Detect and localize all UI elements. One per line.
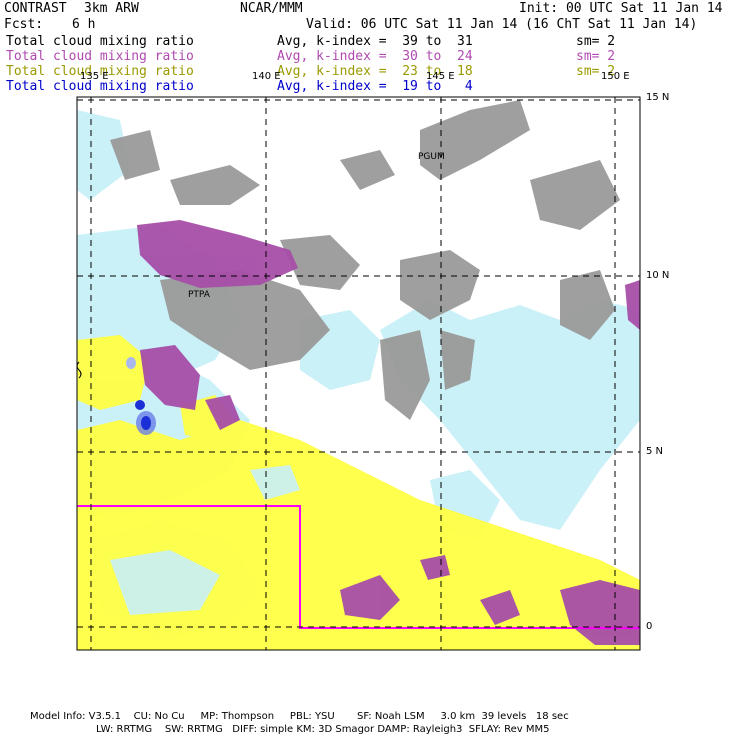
deep-core-layer xyxy=(126,357,156,435)
map-frame xyxy=(76,96,641,651)
legend-field-1: Total cloud mixing ratio xyxy=(6,34,194,49)
forecast-label: Fcst: xyxy=(4,17,44,32)
legend-kindex-3: Avg, k-index = 23 to 18 xyxy=(277,64,473,79)
legend-sm-2: sm= 2 xyxy=(576,49,616,64)
valid-time: Valid: 06 UTC Sat 11 Jan 14 (16 ChT Sat … xyxy=(306,17,698,32)
model-info-line-2: LW: RRTMG SW: RRTMG DIFF: simple KM: 3D … xyxy=(96,724,550,735)
lon-label-150e: 150 E xyxy=(601,71,630,82)
init-time: Init: 00 UTC Sat 11 Jan 14 xyxy=(519,1,723,16)
lon-label-145e: 145 E xyxy=(426,71,455,82)
lat-label-15n: 15 N xyxy=(646,92,670,103)
high-cloud-layer xyxy=(110,100,620,420)
graticule xyxy=(77,97,640,650)
legend-sm-3: sm= 2 xyxy=(576,64,616,79)
lon-label-135e: 135 E xyxy=(80,71,109,82)
legend-kindex-4: Avg, k-index = 19 to 4 xyxy=(277,79,473,94)
lat-label-5n: 5 N xyxy=(646,446,664,457)
model-resolution: 3km ARW xyxy=(84,1,139,16)
domain-boundary-line xyxy=(77,505,640,629)
legend-kindex-1: Avg, k-index = 39 to 31 xyxy=(277,34,473,49)
station-label-ptpa: PTPA xyxy=(188,290,210,300)
coastline xyxy=(76,361,82,379)
legend-kindex-2: Avg, k-index = 30 to 24 xyxy=(277,49,473,64)
station-label-pgum: PGUM xyxy=(418,152,445,162)
lat-label-10n: 10 N xyxy=(646,270,670,281)
legend-sm-1: sm= 2 xyxy=(576,34,616,49)
legend-field-3: Total cloud mixing ratio xyxy=(6,64,194,79)
lon-label-140e: 140 E xyxy=(252,71,281,82)
legend-field-4: Total cloud mixing ratio xyxy=(6,79,194,94)
org-label: NCAR/MMM xyxy=(240,1,303,16)
cloud-field xyxy=(77,100,640,650)
model-info-line-1: Model Info: V3.5.1 CU: No Cu MP: Thompso… xyxy=(30,711,569,722)
forecast-hour: 6 h xyxy=(72,17,96,32)
legend-field-2: Total cloud mixing ratio xyxy=(6,49,194,64)
lat-label-0: 0 xyxy=(646,621,653,632)
model-name: CONTRAST xyxy=(4,1,67,16)
